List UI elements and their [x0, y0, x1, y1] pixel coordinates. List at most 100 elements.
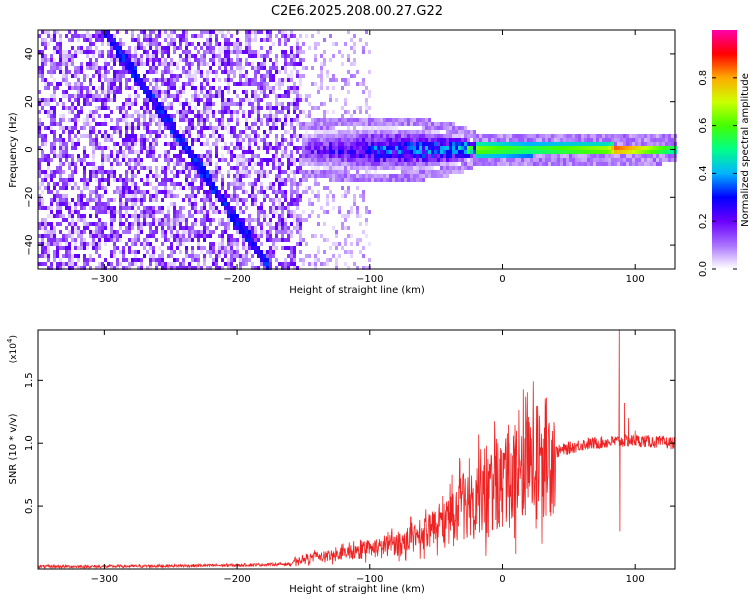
spectrogram-cell [86, 46, 89, 50]
spectrogram-cell [170, 194, 173, 198]
spectrogram-cell [269, 90, 272, 94]
spectrogram-cell [620, 134, 623, 138]
spectrogram-cell [269, 210, 272, 214]
spectrogram-cell [50, 146, 53, 150]
spectrogram-cell [197, 134, 200, 138]
spectrogram-cell [152, 38, 155, 42]
spectrogram-cell [287, 78, 290, 82]
spectrogram-cell [50, 222, 53, 226]
spectrogram-cell [131, 238, 134, 242]
spectrogram-cell [206, 30, 209, 34]
spectrogram-cell [149, 166, 152, 170]
spectrogram-cell [173, 262, 176, 266]
spectrogram-cell [308, 142, 311, 146]
spectrogram-cell [164, 78, 167, 82]
spectrogram-cell [431, 150, 434, 154]
spectrogram-cell [128, 162, 131, 166]
spectrogram-cell [140, 42, 143, 46]
spectrogram-cell [155, 122, 158, 126]
spectrogram-cell [170, 118, 173, 122]
spectrogram-cell [242, 74, 245, 78]
spectrogram-cell [281, 170, 284, 174]
spectrogram-cell [380, 178, 383, 182]
spectrogram-cell [257, 234, 260, 238]
spectrogram-cell [146, 54, 149, 58]
spectrogram-cell [161, 50, 164, 54]
spectrogram-cell [191, 230, 194, 234]
spectrogram-cell [296, 198, 299, 202]
spectrogram-cell [197, 138, 200, 142]
spectrogram-cell [266, 234, 269, 238]
spectrogram-cell [383, 162, 386, 166]
spectrogram-cell [443, 158, 446, 162]
spectrogram-cell [203, 218, 206, 222]
spectrogram-cell [422, 118, 425, 122]
spectrogram-cell [74, 182, 77, 186]
spectrogram-cell [170, 190, 173, 194]
spectrogram-cell [62, 118, 65, 122]
spectrogram-cell [578, 150, 581, 154]
spectrogram-cell [356, 138, 359, 142]
spectrogram-cell [281, 82, 284, 86]
spectrogram-cell [59, 258, 62, 262]
spectrogram-cell [119, 58, 122, 62]
spectrogram-cell [113, 94, 116, 98]
spectrogram-cell [206, 194, 209, 198]
spectrogram-cell [89, 174, 92, 178]
spectrogram-cell [323, 62, 326, 66]
spectrogram-cell [146, 110, 149, 114]
spectrogram-cell [212, 202, 215, 206]
spectrogram-cell [284, 230, 287, 234]
spectrogram-cell [659, 138, 662, 142]
spectrogram-cell [506, 154, 509, 158]
spectrogram-cell [197, 246, 200, 250]
spectrogram-cell [170, 254, 173, 258]
spectrogram-cell [200, 118, 203, 122]
spectrogram-cell [326, 170, 329, 174]
spectrogram-cell [521, 142, 524, 146]
spectrogram-cell [449, 126, 452, 130]
snr-x-tick-label: −200 [223, 574, 250, 585]
spectrogram-cell [203, 190, 206, 194]
spectrogram-cell [134, 66, 137, 70]
spectrogram-cell [254, 178, 257, 182]
spectrogram-cell [209, 86, 212, 90]
spectrogram-cell [179, 86, 182, 90]
spectrogram-cell [98, 86, 101, 90]
spectrogram-cell [113, 78, 116, 82]
spectrogram-cell [452, 134, 455, 138]
spectrogram-cell [644, 154, 647, 158]
spectrogram-cell [185, 38, 188, 42]
spectrogram-cell [221, 202, 224, 206]
spectrogram-cell [233, 222, 236, 226]
spectrogram-cell [374, 162, 377, 166]
spectrogram-cell [185, 162, 188, 166]
spectrogram-cell [188, 214, 191, 218]
spectrogram-cell [179, 54, 182, 58]
spectrogram-cell [203, 214, 206, 218]
spectrogram-cell [65, 94, 68, 98]
spectrogram-cell [236, 82, 239, 86]
spectrogram-cell [188, 186, 191, 190]
spectrogram-cell [65, 106, 68, 110]
spectrogram-cell [353, 154, 356, 158]
spectrogram-cell [152, 222, 155, 226]
spectrogram-cell [95, 222, 98, 226]
spectrogram-cell [101, 98, 104, 102]
spectrogram-cell [368, 130, 371, 134]
spectrogram-cell [248, 46, 251, 50]
spectrogram-cell [188, 226, 191, 230]
spectrogram-cell [239, 198, 242, 202]
spectrogram-cell [236, 246, 239, 250]
spectrogram-cell [233, 226, 236, 230]
spectrogram-cell [92, 42, 95, 46]
spectrogram-cell [248, 42, 251, 46]
spectrogram-cell [650, 146, 653, 150]
spectrogram-cell [554, 162, 557, 166]
spectrogram-cell [143, 86, 146, 90]
spectrogram-cell [416, 170, 419, 174]
spectrogram-cell [200, 142, 203, 146]
spectrogram-cell [101, 30, 104, 34]
spectrogram-cell [353, 162, 356, 166]
spectrogram-cell [410, 174, 413, 178]
